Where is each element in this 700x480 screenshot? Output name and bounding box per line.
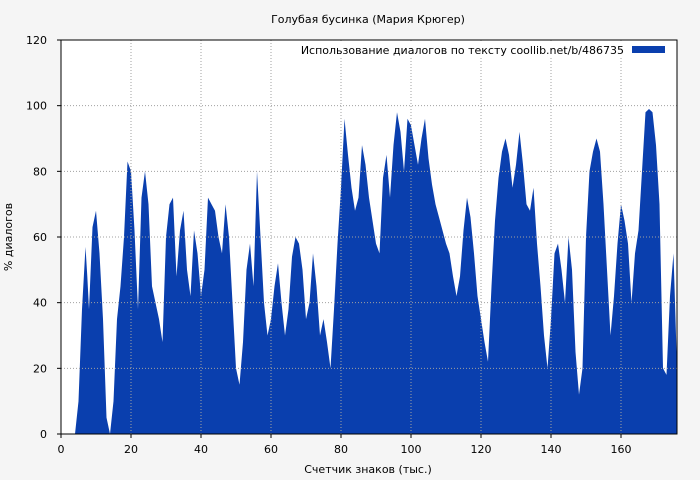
legend: Использование диалогов по тексту coollib… <box>298 43 665 58</box>
legend-label: Использование диалогов по тексту coollib… <box>301 44 624 57</box>
x-tick-label: 0 <box>58 443 65 456</box>
y-tick-label: 100 <box>26 100 47 113</box>
x-tick-label: 100 <box>401 443 422 456</box>
x-tick-label: 120 <box>471 443 492 456</box>
y-tick-label: 40 <box>33 297 47 310</box>
y-axis-label: % диалогов <box>2 203 15 271</box>
y-tick-label: 80 <box>33 165 47 178</box>
x-tick-label: 40 <box>194 443 208 456</box>
x-tick-label: 60 <box>264 443 278 456</box>
x-tick-label: 140 <box>541 443 562 456</box>
y-tick-label: 120 <box>26 34 47 47</box>
x-tick-label: 80 <box>334 443 348 456</box>
y-tick-label: 60 <box>33 231 47 244</box>
series-area <box>75 109 677 434</box>
legend-swatch <box>632 46 665 53</box>
legend-background <box>298 43 626 58</box>
y-tick-label: 0 <box>40 428 47 441</box>
x-tick-label: 20 <box>124 443 138 456</box>
chart-title: Голубая бусинка (Мария Крюгер) <box>271 13 465 26</box>
x-tick-label: 160 <box>611 443 632 456</box>
y-tick-label: 20 <box>33 362 47 375</box>
x-axis-label: Счетчик знаков (тыс.) <box>304 463 432 476</box>
plot-area: 0 20 40 60 80 100 120 140 160 0 20 40 60 80 100 120 <box>26 34 678 456</box>
